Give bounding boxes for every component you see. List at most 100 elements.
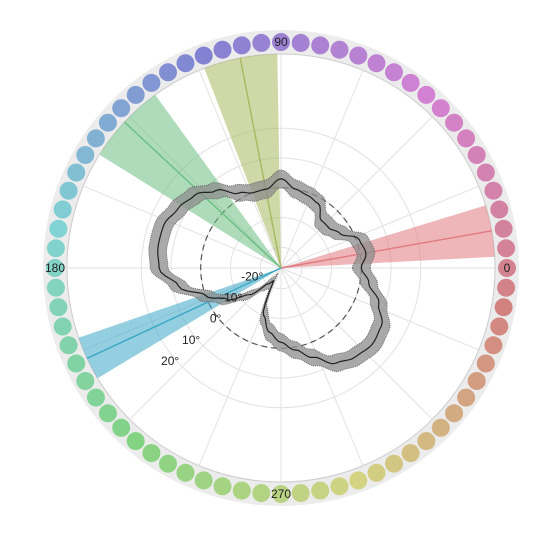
ring-dot [126, 85, 145, 104]
ring-dot [194, 471, 213, 490]
radial-tick-label: 0° [210, 312, 222, 326]
ring-dot [159, 454, 177, 473]
ring-dot [417, 85, 436, 104]
ring-dot [476, 354, 495, 373]
ring-dot [497, 278, 516, 297]
ring-dot [497, 239, 516, 258]
ring-dot [252, 33, 271, 52]
radial-tick-label: -10° [220, 291, 242, 305]
angle-tick-label: 180 [45, 261, 65, 275]
ring-dot [213, 40, 232, 59]
ring-dot [98, 404, 117, 423]
data-curve [148, 169, 391, 373]
ring-dot [86, 388, 105, 407]
angular-gridline [198, 70, 282, 269]
ring-dot [59, 336, 78, 355]
ring-dot [467, 146, 486, 164]
ring-dot [445, 113, 464, 132]
ring-dot [46, 239, 65, 258]
ring-dot [494, 298, 513, 317]
ring-dot [213, 477, 232, 496]
ring-dot [272, 33, 290, 51]
uncertainty-band [148, 169, 391, 373]
curve-line [157, 178, 383, 365]
ring-dot [53, 200, 72, 219]
wedge-center-line [86, 267, 282, 360]
color-ring [43, 30, 519, 506]
ring-dot [142, 444, 161, 463]
ring-dot [252, 484, 271, 503]
angle-tick-label: 270 [271, 487, 291, 501]
ring-dot [431, 99, 450, 118]
ring-dot [126, 432, 145, 451]
ring-dot [311, 481, 330, 500]
ring-dot [385, 63, 403, 82]
angle-tick-label: 0 [504, 261, 511, 275]
ring-dot [401, 73, 420, 92]
ring-dot [457, 388, 476, 407]
ring-dot [401, 444, 420, 463]
wedge-center-line [280, 230, 492, 269]
angular-gridline [280, 116, 433, 269]
ring-dot [476, 163, 495, 182]
ring-dot [46, 259, 64, 277]
ring-dot [142, 73, 161, 92]
ring-dot [232, 36, 251, 55]
direction-wedge [204, 54, 281, 268]
ring-dot [490, 200, 509, 219]
ring-dot [330, 477, 349, 496]
tick-labels: 0 90 180 270 -20° -10° 0° 10°20° [45, 35, 511, 501]
ring-dot [49, 219, 68, 238]
angular-gridline [83, 185, 282, 269]
ring-dot [457, 129, 476, 148]
angular-gridline [280, 267, 433, 420]
ring-dot [232, 481, 251, 500]
radial-tick-label: -20° [241, 270, 263, 284]
ring-dot [49, 298, 68, 317]
ring-dot [291, 484, 310, 503]
ring-dot [445, 404, 464, 423]
ring-dot [176, 54, 195, 73]
ring-dot [46, 278, 65, 297]
ring-dot [67, 354, 86, 373]
ring-dot [367, 54, 386, 73]
ring-dot [59, 181, 78, 200]
angular-gridline [280, 185, 479, 269]
direction-wedge [281, 205, 495, 268]
angular-gridline [280, 267, 364, 466]
direction-wedge [99, 94, 281, 269]
ring-dot [494, 219, 513, 238]
ring-dot [349, 46, 368, 65]
ring-dot [291, 33, 310, 52]
angle-tick-label: 90 [274, 35, 288, 49]
ring-dot [272, 485, 290, 503]
ring-dot [112, 418, 131, 437]
ring-dot [431, 418, 450, 437]
direction-wedges [78, 54, 495, 379]
ring-dot [467, 372, 486, 390]
ring-dot [385, 454, 403, 473]
ring-dot [176, 463, 195, 482]
ring-dot [53, 317, 72, 336]
ring-dot [484, 336, 503, 355]
ring-dot [67, 163, 86, 182]
radial-tick-label: 10° [182, 333, 200, 347]
ring-dot [159, 63, 177, 82]
ring-dot [417, 432, 436, 451]
ring-dot [194, 46, 213, 65]
wedge-center-line [239, 57, 282, 269]
ring-dot [484, 181, 503, 200]
ring-dot [367, 463, 386, 482]
ring-dot [76, 372, 95, 390]
ring-dot [112, 99, 131, 118]
ring-dot [349, 471, 368, 490]
ring-dot [330, 40, 349, 59]
ring-dot [490, 317, 509, 336]
ring-dot [98, 113, 117, 132]
ring-dot [86, 129, 105, 148]
radial-tick-label: 20° [161, 354, 179, 368]
ring-dot [498, 259, 516, 277]
ring-dot [311, 36, 330, 55]
angular-gridline [280, 70, 364, 269]
